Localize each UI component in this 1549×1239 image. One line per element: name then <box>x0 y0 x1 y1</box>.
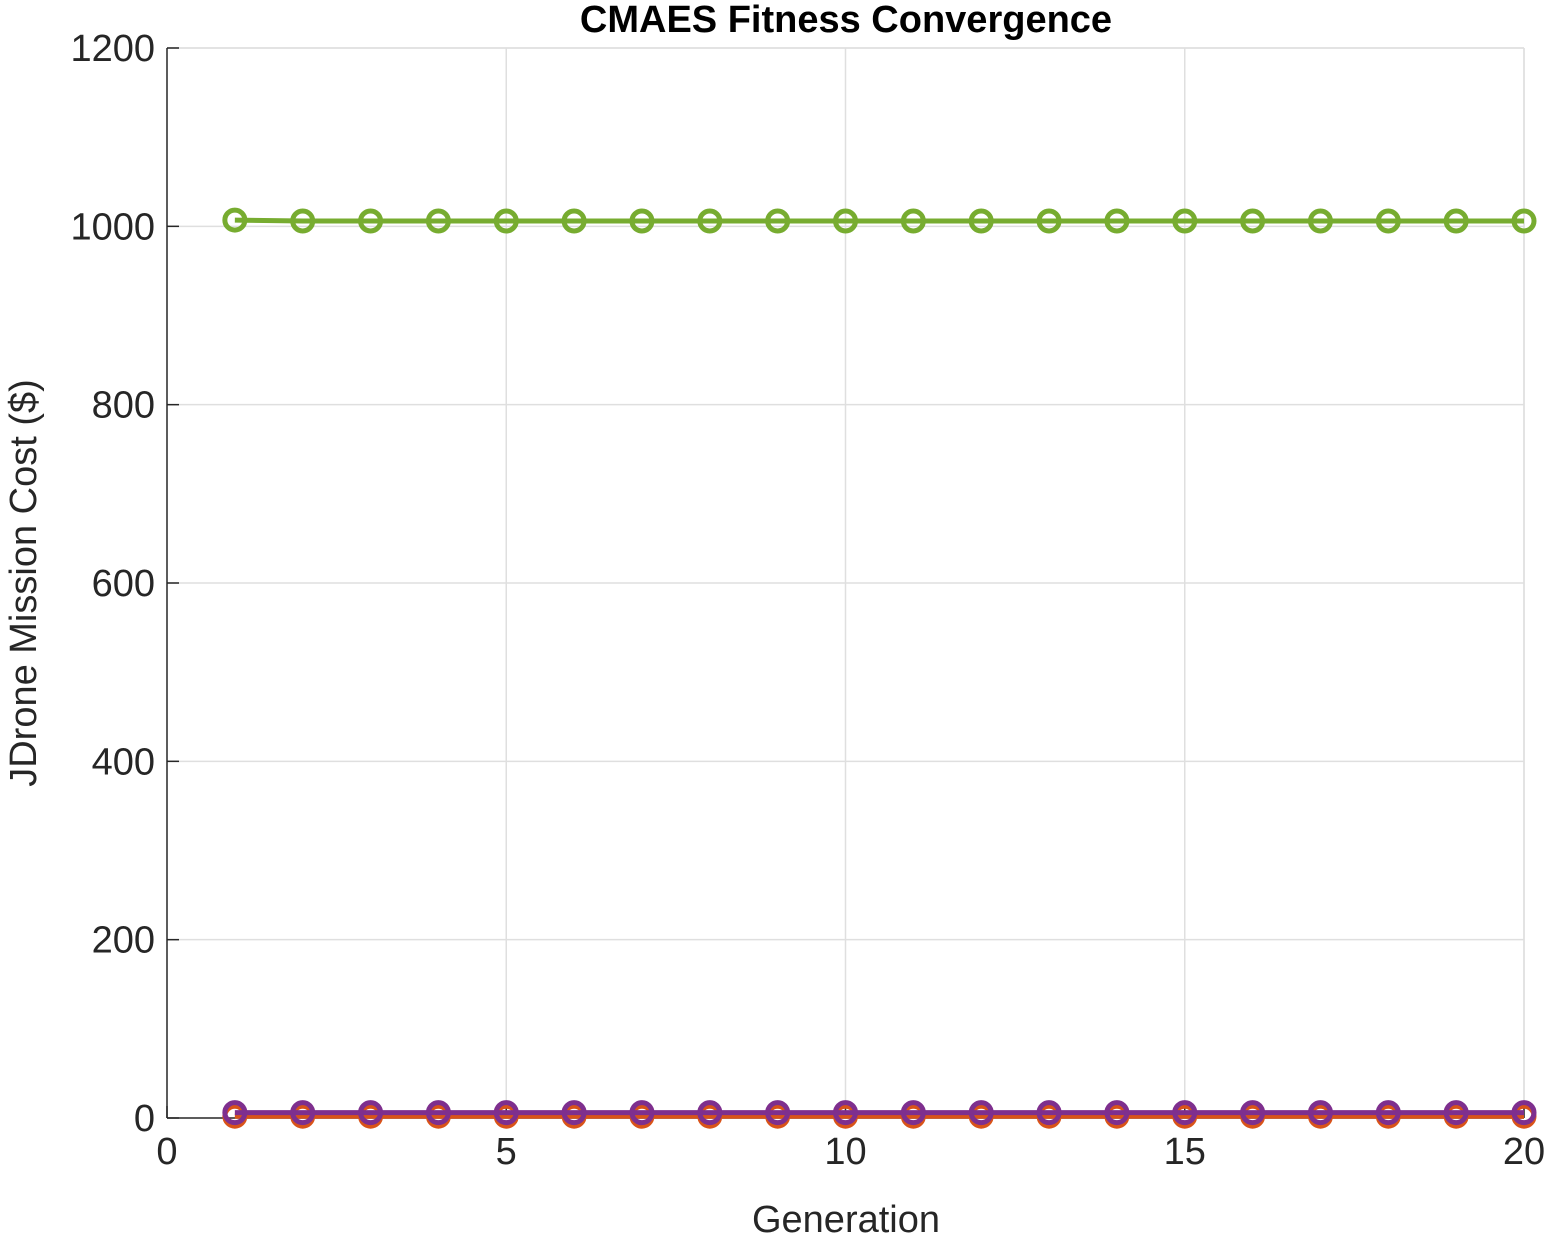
data-point-marker <box>561 208 587 234</box>
chart-title: CMAES Fitness Convergence <box>580 0 1112 41</box>
y-ticks: 0 200 400 600 800 1000 1200 <box>70 28 179 1140</box>
data-point-marker <box>1104 208 1130 234</box>
data-point-marker <box>1036 208 1062 234</box>
y-tick-label: 200 <box>92 920 155 962</box>
data-point-marker <box>1240 1100 1266 1126</box>
data-point-marker <box>765 1100 791 1126</box>
data-point-marker <box>1104 1100 1130 1126</box>
y-tick-label: 800 <box>92 385 155 427</box>
data-point-marker <box>1307 1100 1333 1126</box>
data-point-marker <box>697 1100 723 1126</box>
x-tick-label: 10 <box>824 1131 866 1173</box>
data-point-marker <box>1375 1100 1401 1126</box>
data-point-marker <box>1443 208 1469 234</box>
data-point-marker <box>1511 208 1537 234</box>
x-tick-label: 20 <box>1503 1131 1545 1173</box>
data-point-marker <box>1172 1100 1198 1126</box>
data-point-marker <box>968 1100 994 1126</box>
data-point-marker <box>222 1100 248 1126</box>
data-point-marker <box>222 207 248 233</box>
y-tick-label: 0 <box>134 1098 155 1140</box>
series-series-2 <box>222 207 1537 234</box>
x-tick-label: 15 <box>1164 1131 1206 1173</box>
data-point-marker <box>1307 208 1333 234</box>
y-tick-label: 600 <box>92 563 155 605</box>
data-point-marker <box>425 208 451 234</box>
series-series-3 <box>222 1100 1537 1126</box>
plot-series <box>222 207 1537 1129</box>
data-point-marker <box>629 1100 655 1126</box>
data-point-marker <box>425 1100 451 1126</box>
data-point-marker <box>765 208 791 234</box>
y-axis-label: JDrone Mission Cost ($) <box>3 379 45 787</box>
data-point-marker <box>900 208 926 234</box>
data-point-marker <box>290 208 316 234</box>
data-point-marker <box>697 208 723 234</box>
data-point-marker <box>1375 208 1401 234</box>
y-tick-label: 1200 <box>70 28 155 70</box>
x-tick-label: 0 <box>156 1131 177 1173</box>
x-tick-label: 5 <box>496 1131 517 1173</box>
data-point-marker <box>561 1100 587 1126</box>
data-point-marker <box>493 1100 519 1126</box>
y-tick-label: 1000 <box>70 206 155 248</box>
data-point-marker <box>833 208 858 234</box>
data-point-marker <box>1036 1100 1062 1126</box>
data-point-marker <box>358 208 384 234</box>
data-point-marker <box>493 208 519 234</box>
data-point-marker <box>358 1100 384 1126</box>
grid <box>167 47 1525 1118</box>
data-point-marker <box>1240 208 1266 234</box>
x-ticks: 0 5 10 15 20 <box>156 1106 1545 1173</box>
data-point-marker <box>1172 208 1198 234</box>
data-point-marker <box>833 1100 858 1126</box>
data-point-marker <box>629 208 655 234</box>
data-point-marker <box>1443 1100 1469 1126</box>
y-tick-label: 400 <box>92 741 155 783</box>
series-series-1 <box>222 1103 1537 1129</box>
x-axis-label: Generation <box>752 1199 940 1239</box>
data-point-marker <box>290 1100 316 1126</box>
data-point-marker <box>1511 1100 1537 1126</box>
data-point-marker <box>968 208 994 234</box>
data-point-marker <box>900 1100 926 1126</box>
